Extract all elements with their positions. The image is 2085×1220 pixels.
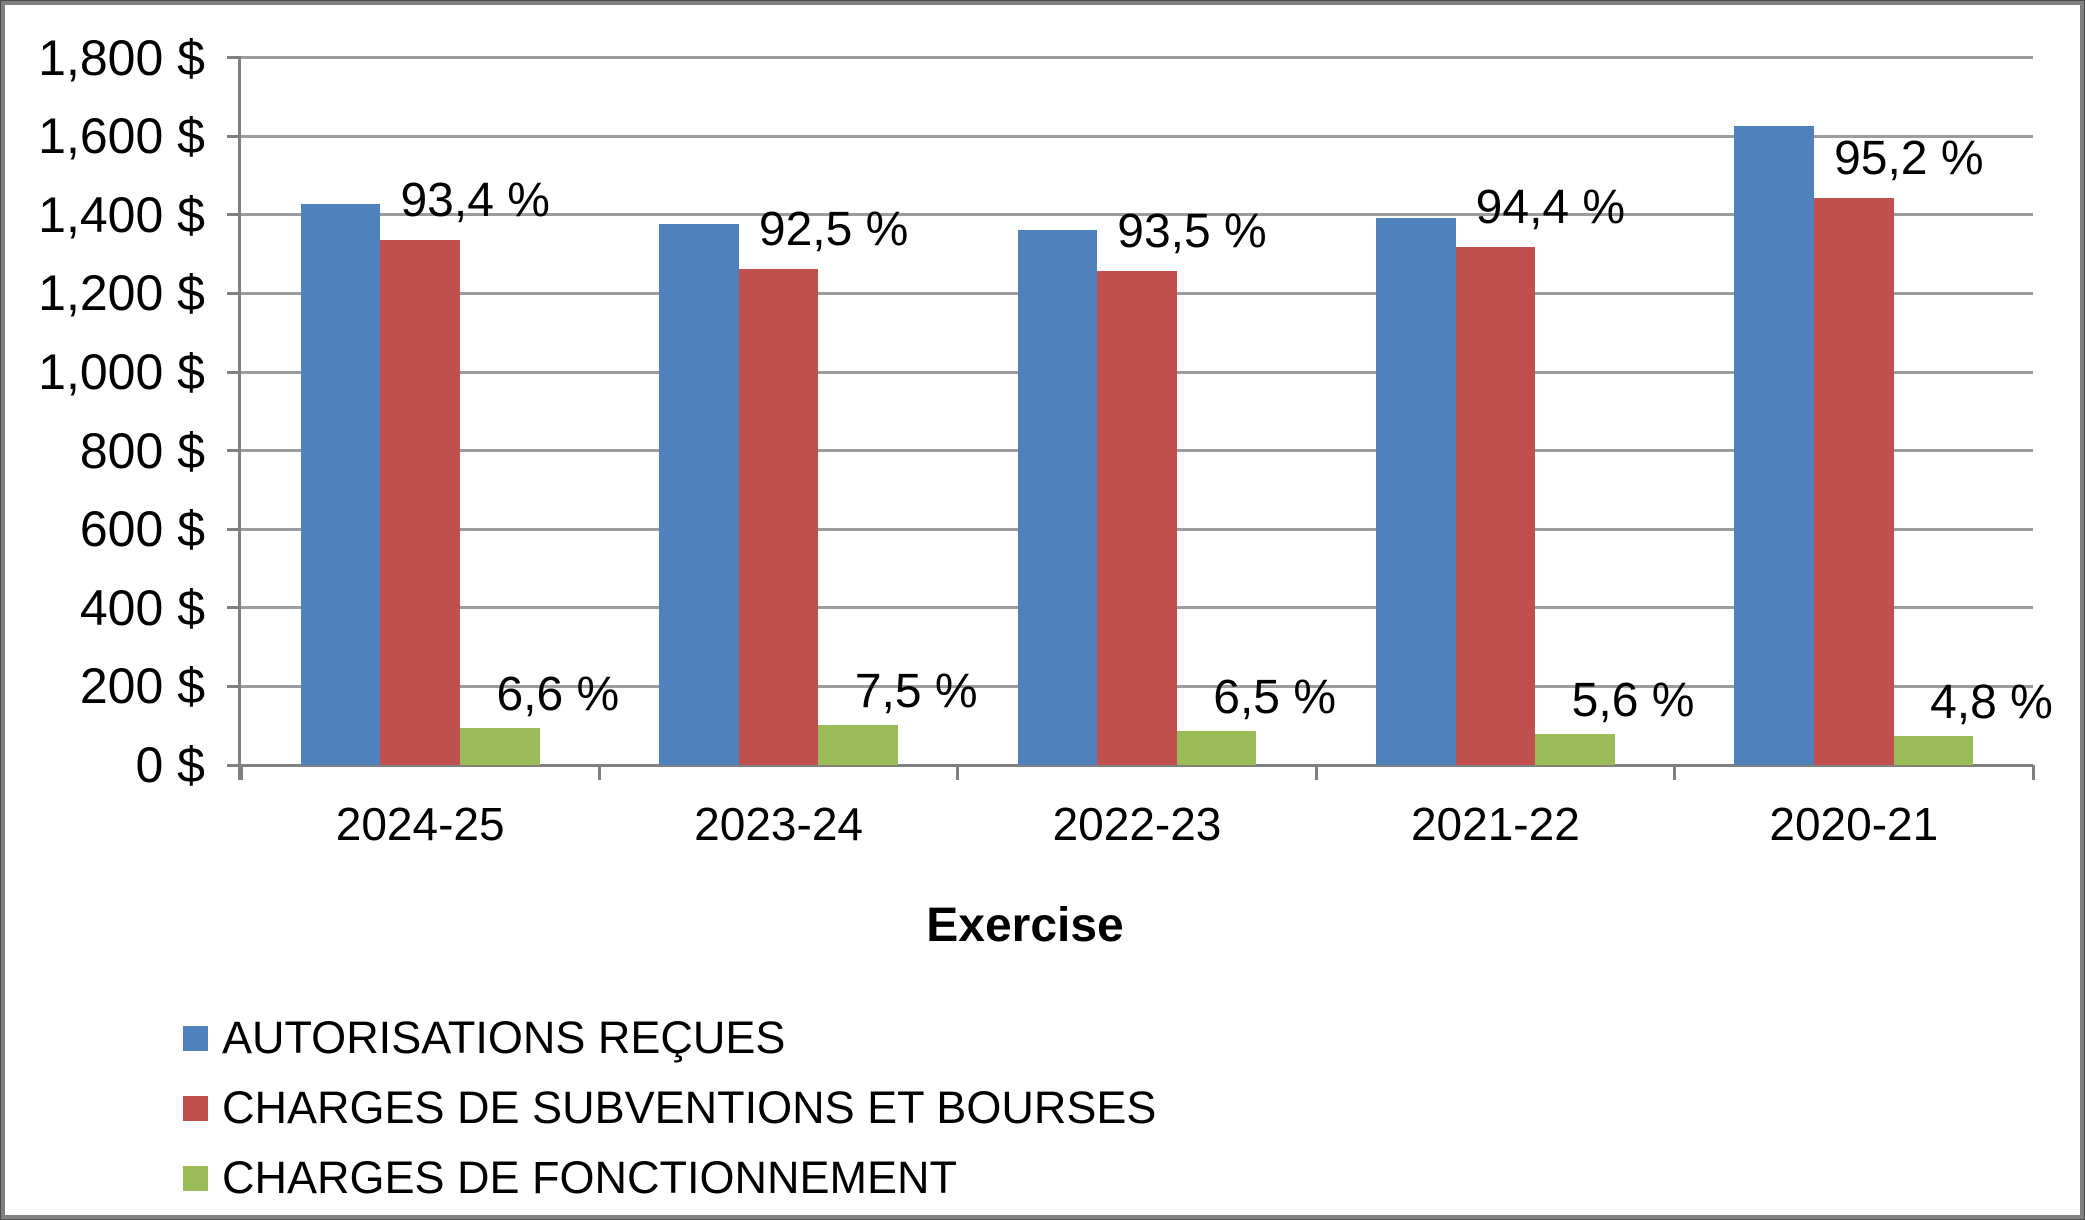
- y-axis-tick: [227, 213, 241, 217]
- y-axis-tick: [227, 370, 241, 374]
- y-tick-label: 1,800 $: [38, 29, 205, 86]
- y-axis-tick: [227, 684, 241, 688]
- y-axis-tick: [227, 449, 241, 453]
- data-label: 4,8 %: [1930, 676, 2053, 730]
- legend-item: AUTORISATIONS REÇUES: [183, 1003, 1156, 1073]
- y-axis-tick: [227, 291, 241, 295]
- legend-item: CHARGES DE SUBVENTIONS ET BOURSES: [183, 1073, 1156, 1143]
- bar-charges-2022-23: [1097, 270, 1177, 765]
- gridline-1800: [241, 56, 2033, 60]
- y-axis-tick: [227, 134, 241, 138]
- data-label: 7,5 %: [854, 664, 978, 718]
- y-tick-label: 600 $: [79, 501, 205, 558]
- plot-area: 0 $ 200 $ 400 $ 600 $ 800 $ 1,000 $ 1,200 $ 1,4…: [5, 5, 2080, 1215]
- gridline-1600: [241, 134, 2033, 138]
- category-label: 2023-24: [694, 798, 863, 850]
- x-axis-tick: [956, 765, 960, 780]
- bar-autorisations-2023-24: [659, 223, 739, 765]
- bar-charges-2020-21: [1813, 197, 1894, 765]
- data-label: 6,6 %: [496, 668, 620, 722]
- bar-charges-2024-25: [460, 728, 540, 765]
- y-axis-line: [238, 57, 241, 780]
- y-tick-label: 0 $: [135, 737, 205, 793]
- bar-charges-2021-22: [1535, 734, 1615, 765]
- bar-charges-2020-21: [1893, 736, 1974, 765]
- bar-autorisations-2021-22: [1375, 217, 1456, 765]
- category-label: 2020-21: [1769, 798, 1939, 850]
- x-axis-tick: [2031, 765, 2035, 780]
- data-label: 95,2 %: [1834, 131, 1984, 185]
- y-tick-label: 1,000 $: [38, 344, 205, 400]
- x-axis-tick: [1314, 765, 1318, 780]
- bar-autorisations-2020-21: [1734, 125, 1814, 765]
- data-label: 93,4 %: [400, 174, 550, 228]
- bar-autorisations-2022-23: [1017, 230, 1098, 765]
- category-label: 2024-25: [335, 798, 505, 850]
- bar-charges-2023-24: [818, 724, 899, 765]
- data-label: 94,4 %: [1475, 180, 1626, 234]
- data-label: 5,6 %: [1571, 674, 1695, 728]
- y-axis-tick: [227, 763, 241, 767]
- data-label: 6,5 %: [1213, 670, 1337, 724]
- bar-charges-2024-25: [380, 240, 461, 765]
- gridline-1400: [241, 213, 2033, 217]
- bar-charges-2021-22: [1455, 246, 1536, 765]
- legend-marker-icon: [183, 1025, 208, 1051]
- category-label: 2022-23: [1052, 798, 1222, 850]
- category-label: 2021-22: [1410, 798, 1580, 850]
- x-axis-title: Exercise: [926, 899, 1124, 952]
- x-axis-tick: [597, 765, 601, 780]
- y-tick-label: 400 $: [79, 579, 205, 636]
- y-tick-label: 800 $: [79, 422, 205, 479]
- legend-marker-icon: [183, 1095, 208, 1121]
- bar-charges-2022-23: [1176, 730, 1257, 765]
- legend: AUTORISATIONS REÇUES CHARGES DE SUBVENTIO…: [183, 1003, 1156, 1213]
- y-axis-tick: [227, 606, 241, 610]
- y-tick-label: 1,400 $: [38, 186, 205, 243]
- y-axis-tick: [227, 527, 241, 531]
- bar-autorisations-2024-25: [300, 204, 381, 765]
- legend-marker-icon: [183, 1165, 208, 1191]
- legend-label: AUTORISATIONS REÇUES: [222, 1012, 786, 1063]
- data-label: 93,5 %: [1117, 204, 1267, 258]
- y-tick-label: 1,200 $: [38, 265, 205, 322]
- legend-label: CHARGES DE FONCTIONNEMENT: [222, 1152, 958, 1203]
- y-axis-tick: [227, 56, 241, 60]
- x-axis-tick: [1673, 765, 1677, 780]
- bar-charges-2023-24: [738, 269, 819, 765]
- legend-label: CHARGES DE SUBVENTIONS ET BOURSES: [222, 1082, 1157, 1133]
- x-axis-tick: [239, 765, 243, 780]
- y-tick-label: 200 $: [79, 658, 205, 715]
- data-label: 92,5 %: [758, 203, 909, 257]
- y-tick-label: 1,600 $: [38, 108, 205, 165]
- legend-item: CHARGES DE FONCTIONNEMENT: [183, 1143, 1156, 1213]
- x-axis-line: [241, 764, 2033, 767]
